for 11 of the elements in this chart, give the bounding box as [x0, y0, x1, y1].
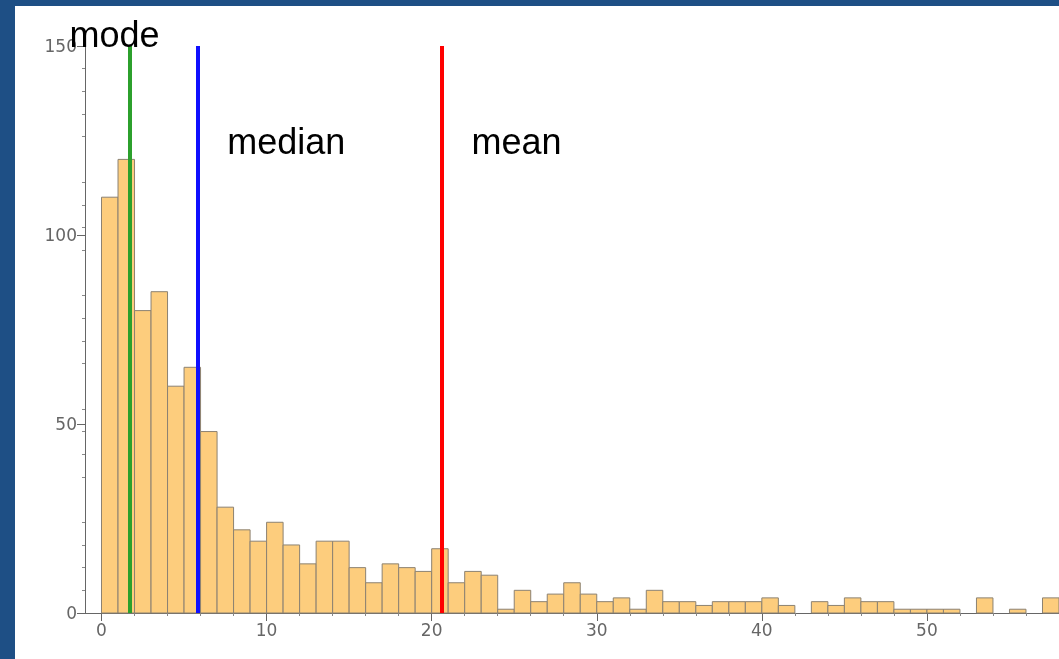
x-tick-label: 0: [96, 619, 107, 640]
y-tick-label: 50: [55, 414, 77, 434]
x-tick-label: 30: [585, 619, 608, 640]
x-tick-label: 40: [751, 619, 773, 640]
ref-line-label: median: [227, 120, 346, 162]
ref-line-label: mean: [471, 120, 562, 162]
x-tick-label: 50: [916, 619, 938, 640]
y-tick-label: 100: [44, 225, 77, 245]
x-tick-label: 10: [255, 619, 278, 640]
x-tick-label: 20: [420, 619, 443, 640]
y-tick-label: 0: [66, 603, 77, 623]
